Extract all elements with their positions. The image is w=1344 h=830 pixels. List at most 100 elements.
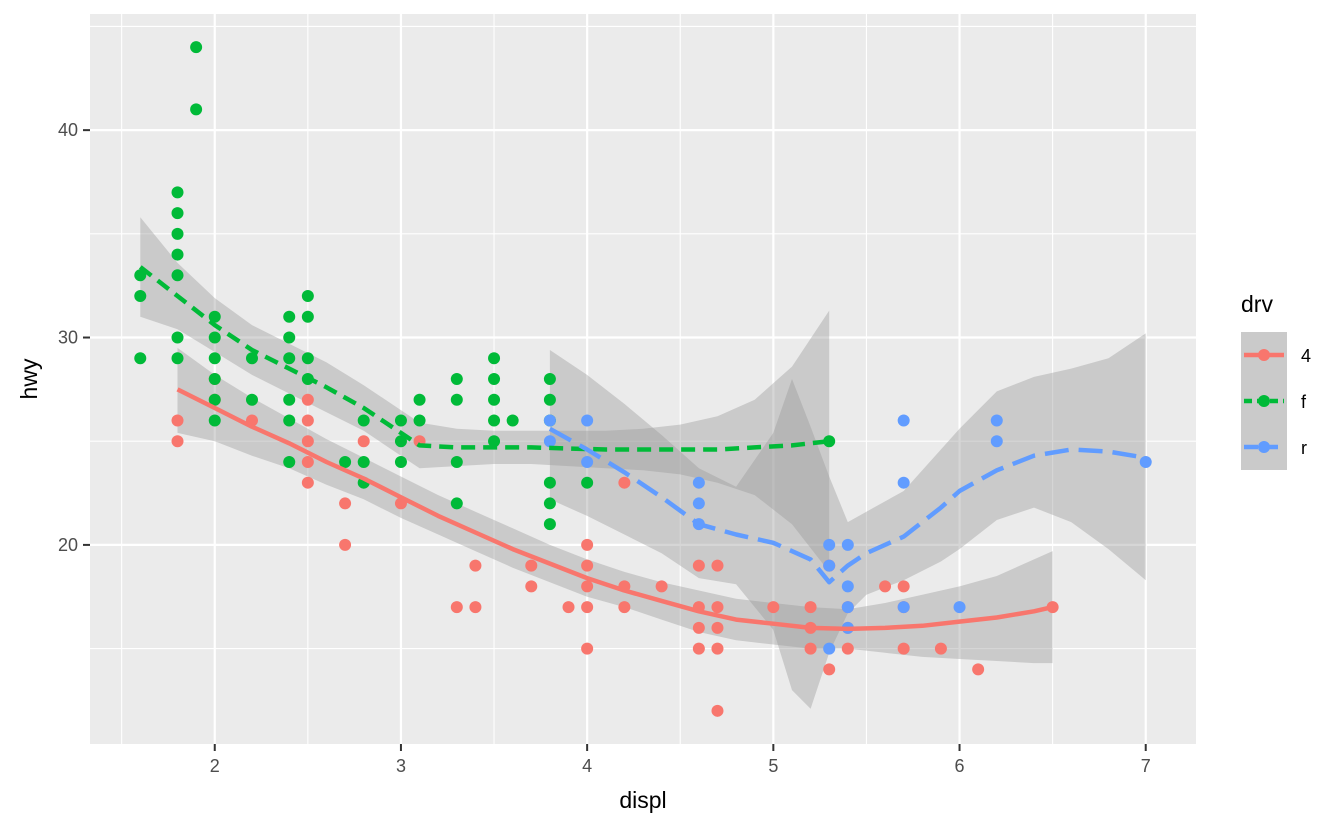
point-f [339, 455, 352, 468]
point-4 [301, 393, 314, 406]
point-f [543, 373, 556, 385]
point-4 [525, 580, 538, 593]
point-f [171, 207, 184, 220]
point-4 [171, 414, 184, 427]
point-4 [562, 601, 575, 614]
point-4 [301, 435, 314, 448]
x-axis-title: displ [619, 787, 666, 813]
legend-key-point [1258, 441, 1270, 453]
point-4 [711, 621, 724, 634]
point-4 [171, 435, 184, 448]
x-tick-label: 2 [210, 756, 220, 776]
point-f [283, 393, 296, 406]
point-r [581, 455, 594, 468]
point-f [543, 393, 556, 406]
point-4 [581, 601, 594, 614]
point-4 [972, 663, 985, 676]
point-f [190, 41, 203, 54]
y-axis-title: hwy [16, 358, 42, 399]
point-f [450, 497, 463, 510]
point-r [990, 414, 1003, 427]
point-f [171, 331, 184, 344]
point-f [488, 414, 501, 427]
point-r [823, 538, 836, 551]
point-f [543, 518, 556, 531]
point-4 [692, 642, 705, 655]
point-4 [1046, 601, 1059, 614]
point-f [450, 393, 463, 406]
x-axis: 2 3 4 5 6 7 [210, 744, 1151, 776]
point-f [208, 331, 221, 344]
point-f [134, 352, 147, 365]
plot-panel [90, 14, 1196, 744]
point-4 [618, 601, 631, 614]
point-f [488, 352, 501, 365]
legend-key-point [1258, 395, 1270, 407]
point-f [171, 352, 184, 365]
point-f [413, 393, 426, 406]
point-r [953, 601, 966, 614]
legend-key-point [1258, 349, 1270, 361]
point-4 [618, 476, 631, 489]
point-f [245, 393, 258, 406]
point-f [357, 414, 370, 427]
point-r [990, 435, 1003, 448]
point-4 [581, 580, 594, 593]
point-f [394, 455, 407, 468]
legend-title: drv [1241, 291, 1273, 317]
point-f [208, 310, 221, 323]
y-axis: 20 30 40 [58, 120, 90, 555]
y-tick-label: 30 [58, 328, 78, 348]
point-f [171, 248, 184, 261]
point-f [283, 414, 296, 427]
point-4 [357, 435, 370, 448]
point-f [171, 227, 184, 240]
point-4 [897, 642, 910, 655]
point-4 [339, 538, 352, 551]
x-tick-label: 6 [955, 756, 965, 776]
point-r [823, 642, 836, 655]
ribbon-4 [177, 347, 1053, 664]
point-4 [897, 580, 910, 593]
point-r [823, 559, 836, 572]
point-4 [581, 559, 594, 572]
point-f [171, 269, 184, 282]
point-f [283, 310, 296, 323]
point-f [245, 352, 258, 365]
point-f [506, 414, 519, 427]
x-tick-label: 4 [582, 756, 592, 776]
smooth-lines [138, 265, 1147, 632]
smooth-line-r [548, 426, 1147, 585]
point-f [190, 103, 203, 116]
point-4 [711, 642, 724, 655]
point-4 [767, 601, 780, 614]
point-4 [804, 601, 817, 614]
point-f [208, 352, 221, 365]
point-f [450, 373, 463, 385]
legend-label: r [1301, 438, 1307, 458]
point-f [394, 435, 407, 448]
point-f [543, 497, 556, 510]
point-4 [301, 455, 314, 468]
data-points [134, 41, 1152, 717]
point-f [208, 414, 221, 427]
point-4 [711, 704, 724, 717]
point-r [841, 601, 854, 614]
point-r [841, 580, 854, 593]
point-f [208, 373, 221, 385]
point-4 [525, 559, 538, 572]
point-f [208, 393, 221, 406]
point-f [171, 186, 184, 199]
point-f [283, 331, 296, 344]
point-f [283, 352, 296, 365]
point-r [543, 414, 556, 427]
point-4 [934, 642, 947, 655]
point-4 [301, 476, 314, 489]
point-4 [655, 580, 668, 593]
point-4 [692, 621, 705, 634]
point-4 [823, 663, 836, 676]
ribbon-r [549, 333, 1146, 709]
point-4 [469, 559, 482, 572]
point-4 [711, 601, 724, 614]
